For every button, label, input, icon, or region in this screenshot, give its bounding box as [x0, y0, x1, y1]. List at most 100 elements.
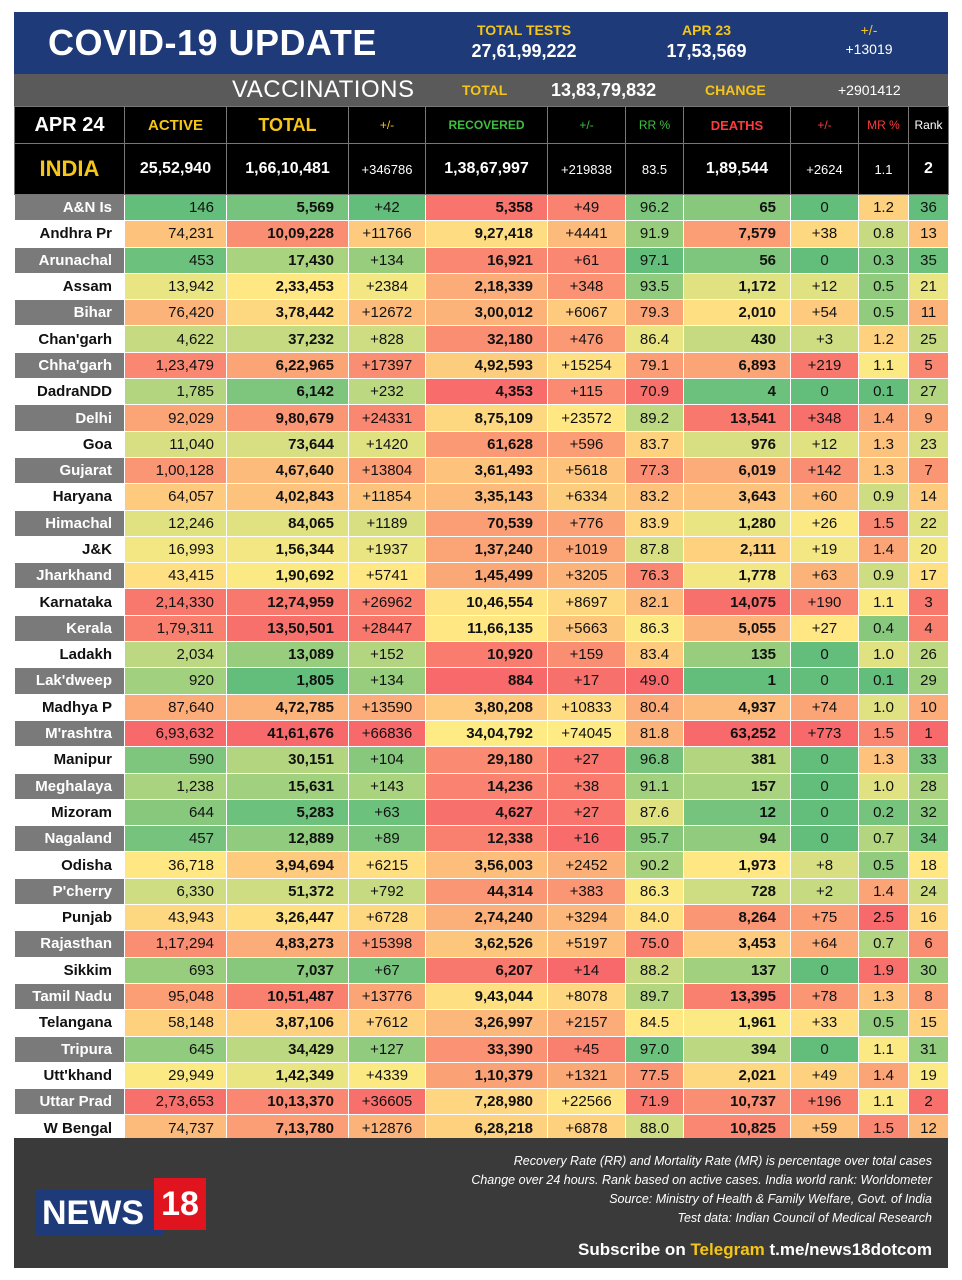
state-active: 2,14,330	[124, 588, 227, 616]
state-deaths: 7,579	[683, 220, 791, 248]
state-rank: 32	[908, 798, 949, 827]
state-tc: +7612	[348, 1009, 426, 1037]
state-rc: +4441	[547, 220, 626, 248]
state-rank: 3	[908, 588, 949, 616]
state-rr: 84.5	[625, 1009, 684, 1037]
state-tc: +1420	[348, 430, 426, 458]
state-deaths: 65	[683, 193, 791, 222]
state-deaths: 1,778	[683, 562, 791, 590]
state-rr: 80.4	[625, 693, 684, 721]
state-rank: 8	[908, 982, 949, 1011]
state-total: 3,78,442	[226, 299, 349, 327]
state-active: 453	[124, 246, 227, 274]
state-rr: 93.5	[625, 272, 684, 301]
state-total: 5,283	[226, 798, 349, 827]
state-active: 43,943	[124, 904, 227, 932]
note-change: Change over 24 hours. Rank based on acti…	[471, 1173, 932, 1187]
state-active: 74,231	[124, 220, 227, 248]
state-rc: +476	[547, 325, 626, 353]
state-active: 87,640	[124, 693, 227, 721]
state-dc: +12	[790, 430, 859, 458]
state-rc: +1019	[547, 535, 626, 564]
state-name: Jharkhand	[14, 562, 125, 590]
state-name: M'rashtra	[14, 719, 125, 748]
table-row: A&N Is 146 5,569 +42 5,358 +49 96.2 65 0 1.2 36	[14, 193, 949, 222]
state-deaths: 2,111	[683, 535, 791, 564]
state-tc: +5741	[348, 562, 426, 590]
state-dc: +74	[790, 693, 859, 721]
state-name: Andhra Pr	[14, 220, 125, 248]
state-rc: +27	[547, 798, 626, 827]
state-name: Utt'khand	[14, 1061, 125, 1090]
table-row: Mizoram 644 5,283 +63 4,627 +27 87.6 12 0 0.2 32	[14, 798, 949, 827]
state-name: Punjab	[14, 904, 125, 932]
state-rank: 18	[908, 851, 949, 879]
state-deaths: 430	[683, 325, 791, 353]
state-active: 2,73,653	[124, 1088, 227, 1116]
state-rr: 77.3	[625, 456, 684, 485]
state-deaths: 394	[683, 1035, 791, 1063]
state-dc: +60	[790, 483, 859, 511]
table-row: Madhya P 87,640 4,72,785 +13590 3,80,208 +108…	[14, 693, 949, 721]
state-rc: +3205	[547, 562, 626, 590]
state-rc: +348	[547, 272, 626, 301]
state-tc: +13590	[348, 693, 426, 721]
state-rr: 89.7	[625, 982, 684, 1011]
state-mr: 0.5	[858, 299, 909, 327]
state-rc: +14	[547, 956, 626, 984]
state-rec: 70,539	[425, 509, 548, 537]
state-deaths: 1,973	[683, 851, 791, 879]
state-rank: 1	[908, 719, 949, 748]
state-rank: 13	[908, 220, 949, 248]
state-tc: +28447	[348, 614, 426, 643]
state-active: 92,029	[124, 404, 227, 432]
state-deaths: 1	[683, 667, 791, 695]
india-name: INDIA	[14, 143, 125, 195]
state-rec: 4,92,593	[425, 351, 548, 380]
state-dc: +27	[790, 614, 859, 643]
state-tc: +2384	[348, 272, 426, 301]
state-rr: 95.7	[625, 825, 684, 853]
col-recovered-change: +/-	[547, 106, 626, 144]
state-rc: +17	[547, 667, 626, 695]
state-total: 13,50,501	[226, 614, 349, 643]
state-deaths: 63,252	[683, 719, 791, 748]
state-mr: 1.2	[858, 193, 909, 222]
daily-tests-block: APR 23 17,53,569	[644, 22, 769, 62]
table-row: Rajasthan 1,17,294 4,83,273 +15398 3,62,526 +…	[14, 930, 949, 958]
col-total-change: +/-	[348, 106, 426, 144]
table-row: W Bengal 74,737 7,13,780 +12876 6,28,218 +687…	[14, 1114, 949, 1142]
state-dc: 0	[790, 1035, 859, 1063]
table-row: J&K 16,993 1,56,344 +1937 1,37,240 +1019 87.8 2…	[14, 535, 949, 564]
state-mr: 1.4	[858, 535, 909, 564]
table-row: Delhi 92,029 9,80,679 +24331 8,75,109 +23572 8…	[14, 404, 949, 432]
state-total: 37,232	[226, 325, 349, 353]
telegram-link[interactable]: t.me/news18dotcom	[769, 1240, 933, 1259]
state-rank: 24	[908, 877, 949, 906]
india-total-change: +346786	[348, 143, 426, 195]
table-row: Arunachal 453 17,430 +134 16,921 +61 97.1 56 0 0.…	[14, 246, 949, 274]
state-name: Madhya P	[14, 693, 125, 721]
state-mr: 1.0	[858, 641, 909, 669]
state-rec: 3,61,493	[425, 456, 548, 485]
state-mr: 0.1	[858, 378, 909, 406]
state-deaths: 2,021	[683, 1061, 791, 1090]
state-tc: +11854	[348, 483, 426, 511]
state-total: 12,889	[226, 825, 349, 853]
state-mr: 1.1	[858, 588, 909, 616]
state-rc: +15254	[547, 351, 626, 380]
state-rank: 15	[908, 1009, 949, 1037]
state-deaths: 94	[683, 825, 791, 853]
state-deaths: 1,961	[683, 1009, 791, 1037]
state-name: Haryana	[14, 483, 125, 511]
state-rc: +5663	[547, 614, 626, 643]
state-rr: 81.8	[625, 719, 684, 748]
state-rec: 6,28,218	[425, 1114, 548, 1142]
state-mr: 0.5	[858, 272, 909, 301]
state-rr: 88.0	[625, 1114, 684, 1142]
state-rank: 19	[908, 1061, 949, 1090]
state-total: 15,631	[226, 772, 349, 800]
state-deaths: 8,264	[683, 904, 791, 932]
state-rec: 1,10,379	[425, 1061, 548, 1090]
state-rc: +383	[547, 877, 626, 906]
